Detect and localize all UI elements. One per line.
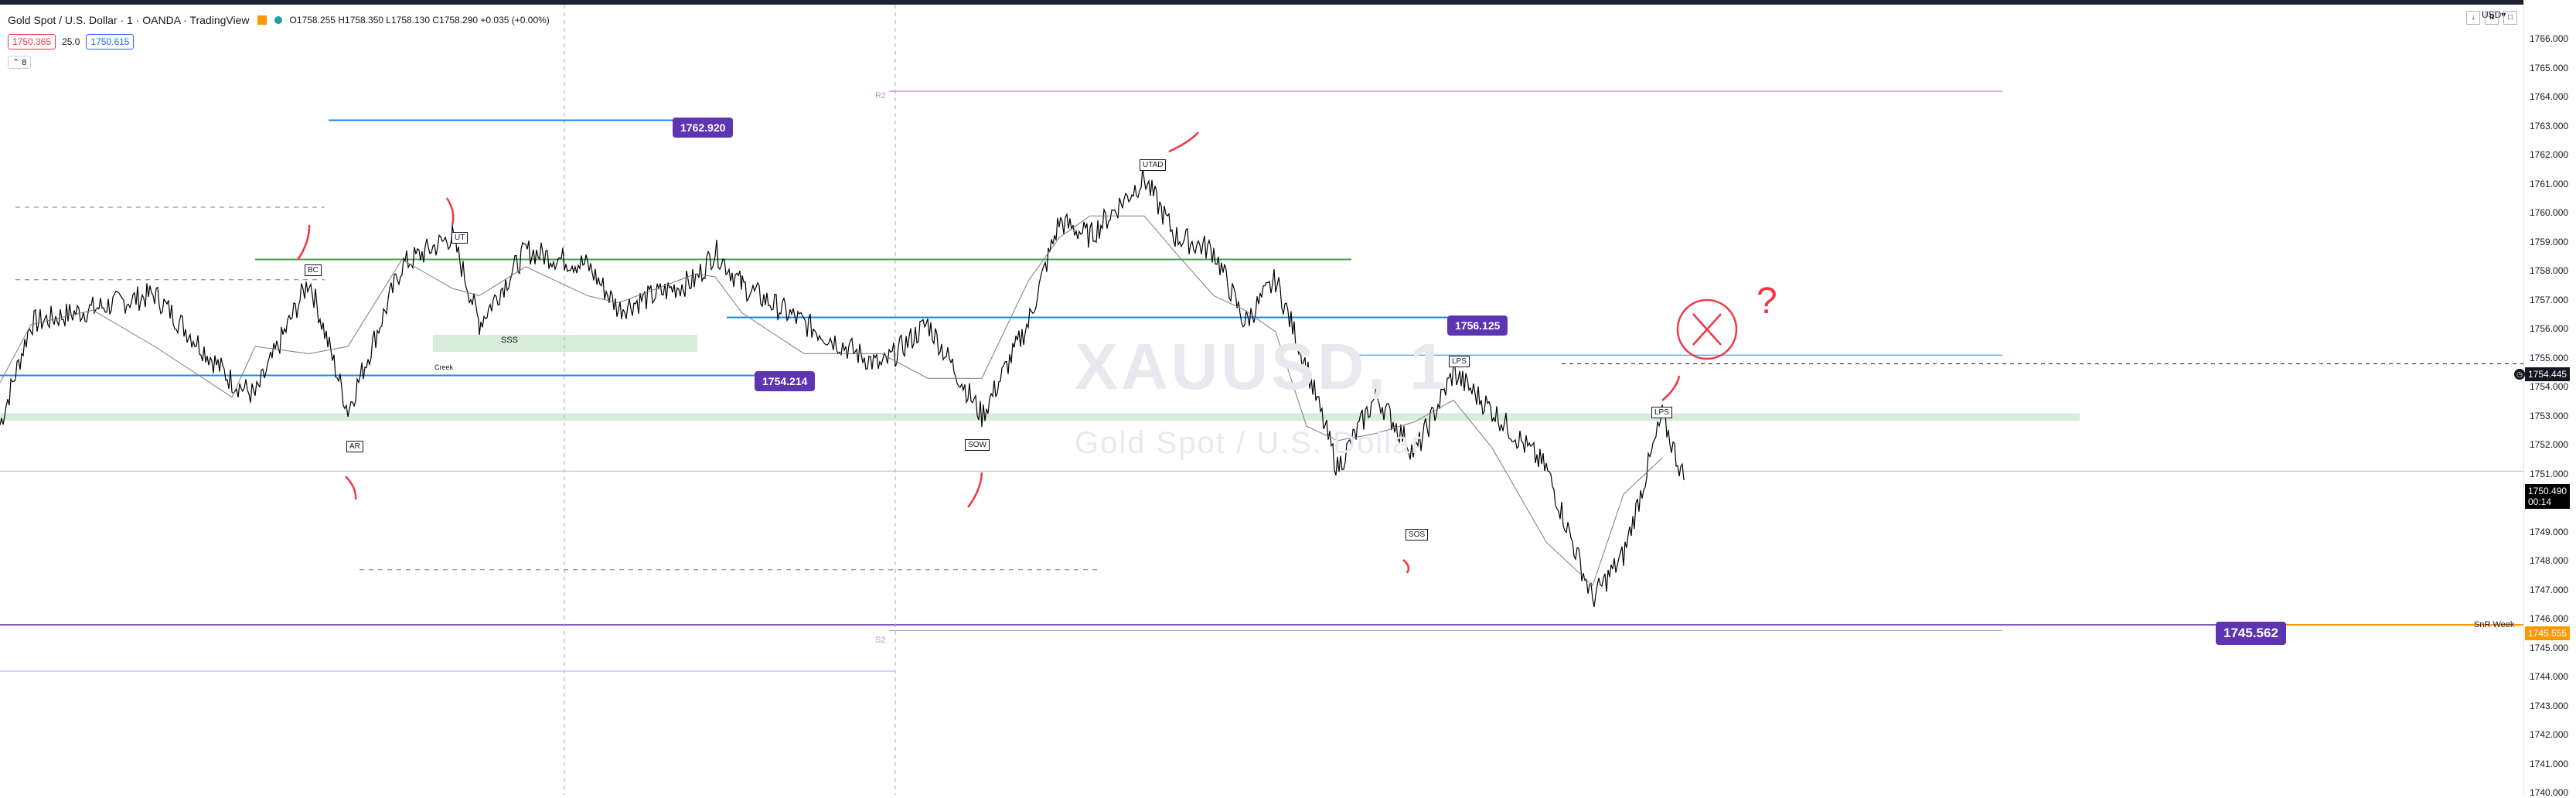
label-sss: SSS <box>501 336 519 345</box>
last-price: 1750.490 <box>2528 486 2567 496</box>
buy-button[interactable]: 1750.615 <box>86 34 135 49</box>
chart-area[interactable]: XAUUSD, 1 Gold Spot / U.S. Dollar Gold S… <box>0 5 2523 795</box>
price-tick: 1761.000 <box>2530 178 2569 189</box>
price-tick: 1744.000 <box>2530 671 2569 682</box>
price-tick: 1743.000 <box>2530 700 2569 711</box>
hand-drawn-arrow <box>1168 131 1199 153</box>
price-tick: 1754.000 <box>2530 381 2569 392</box>
symbol-legend[interactable]: Gold Spot / U.S. Dollar · 1 · OANDA · Tr… <box>8 14 550 26</box>
label-lps-1[interactable]: LPS <box>1449 356 1470 367</box>
label-lps-2[interactable]: LPS <box>1651 407 1672 418</box>
price-tick: 1745.000 <box>2530 642 2569 653</box>
label-bc[interactable]: BC <box>305 264 322 276</box>
hand-drawn-arrow <box>445 197 455 226</box>
circled-mark <box>1676 298 1738 360</box>
flag-icon[interactable] <box>257 15 267 25</box>
price-axis[interactable] <box>2523 0 2576 795</box>
price-tick: 1764.000 <box>2530 91 2569 102</box>
price-tick: 1748.000 <box>2530 555 2569 566</box>
price-label-1756[interactable]: 1756.125 <box>1447 315 1508 336</box>
label-utad[interactable]: UTAD <box>1140 159 1167 171</box>
ohlc-values: O1758.255 H1758.350 L1758.130 C1758.290 … <box>289 15 550 26</box>
hand-drawn-arrow <box>967 472 983 508</box>
label-ut[interactable]: UT <box>451 232 469 244</box>
label-creek: Creek <box>434 363 454 371</box>
order-panel: 1750.365 25.0 1750.615 <box>8 34 135 49</box>
price-label-1745[interactable]: 1745.562 <box>2216 622 2286 645</box>
symbol-title[interactable]: Gold Spot / U.S. Dollar · 1 · OANDA · Tr… <box>8 14 250 26</box>
price-tick: 1746.000 <box>2530 613 2569 624</box>
cross-mark <box>1692 313 1722 346</box>
spread-value: 25.0 <box>62 36 80 47</box>
price-tick: 1763.000 <box>2530 120 2569 131</box>
price-tick: 1747.000 <box>2530 584 2569 595</box>
price-chart[interactable] <box>0 5 2523 795</box>
moving-average <box>0 215 1663 587</box>
label-s2: S2 <box>875 636 886 645</box>
chevron-up-icon: ⌃ <box>12 58 22 67</box>
market-status-icon[interactable] <box>274 16 282 24</box>
snr-price-tag: 1745.555 <box>2525 626 2571 640</box>
label-sos[interactable]: SOS <box>1406 529 1429 541</box>
price-tick: 1741.000 <box>2530 758 2569 769</box>
hand-drawn-arrow <box>296 224 311 261</box>
price-label-1762[interactable]: 1762.920 <box>673 118 734 138</box>
price-tick: 1765.000 <box>2530 62 2569 73</box>
last-price-tag: 1750.490 00:14 <box>2525 484 2571 509</box>
hand-drawn-arrow <box>1402 559 1410 574</box>
label-r2: R2 <box>875 91 887 101</box>
price-tick: 1758.000 <box>2530 265 2569 276</box>
indicators-toggle[interactable]: ⌃ 8 <box>8 56 32 69</box>
currency-label: USD <box>2482 9 2502 20</box>
maximize-icon[interactable]: □ <box>2503 11 2517 25</box>
price-tick: 1756.000 <box>2530 323 2569 334</box>
label-sow[interactable]: SOW <box>965 439 990 451</box>
price-tick: 1760.000 <box>2530 207 2569 218</box>
crosshair-price-tag: 1754.445 <box>2525 367 2571 381</box>
label-ar[interactable]: AR <box>346 441 363 452</box>
price-tick: 1755.000 <box>2530 352 2569 363</box>
window-top-bar <box>0 0 2576 5</box>
creek-zone <box>433 335 697 352</box>
price-tick: 1749.000 <box>2530 526 2569 537</box>
snr-week-label: SnR Week <box>2474 620 2515 629</box>
clock-icon[interactable]: ◷ <box>2514 369 2525 380</box>
price-tick: 1751.000 <box>2530 468 2569 479</box>
hand-drawn-arrow <box>345 476 357 500</box>
support-zone <box>0 413 2080 421</box>
window-buttons: ↓ ⇅ □ <box>2466 11 2517 25</box>
swap-icon[interactable]: ⇅ <box>2485 11 2499 25</box>
description-watermark: Gold Spot / U.S. Dollar <box>1075 426 1423 460</box>
indicator-count: 8 <box>22 58 27 67</box>
price-tick: 1752.000 <box>2530 439 2569 450</box>
bar-countdown: 00:14 <box>2528 496 2552 507</box>
price-tick: 1766.000 <box>2530 33 2569 44</box>
price-tick: 1762.000 <box>2530 149 2569 160</box>
price-tick: 1753.000 <box>2530 410 2569 421</box>
price-tick: 1742.000 <box>2530 729 2569 740</box>
price-tick: 1740.000 <box>2530 787 2569 798</box>
price-tick: 1759.000 <box>2530 236 2569 247</box>
hand-drawn-arrow <box>1661 375 1681 401</box>
annotation-question: ? <box>1757 281 1777 322</box>
symbol-watermark: XAUUSD, 1 <box>1075 330 1450 403</box>
sell-button[interactable]: 1750.365 <box>8 34 56 49</box>
price-label-1754[interactable]: 1754.214 <box>755 371 816 391</box>
price-tick: 1757.000 <box>2530 294 2569 305</box>
download-icon[interactable]: ↓ <box>2466 11 2480 25</box>
